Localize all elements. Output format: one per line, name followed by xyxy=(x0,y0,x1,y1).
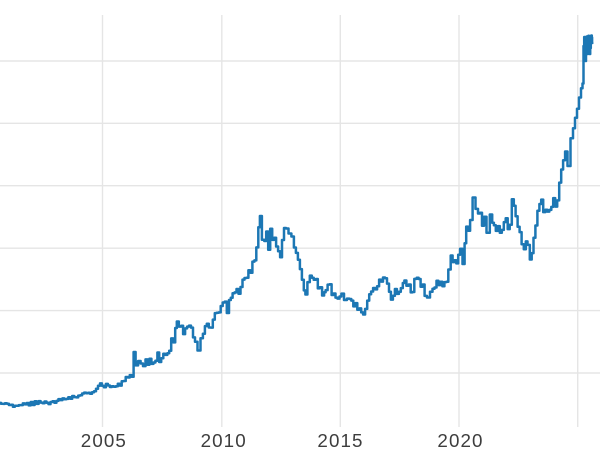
svg-text:2015: 2015 xyxy=(317,430,363,450)
svg-text:2010: 2010 xyxy=(201,430,247,450)
svg-text:2005: 2005 xyxy=(81,430,127,450)
svg-text:2020: 2020 xyxy=(437,430,483,450)
